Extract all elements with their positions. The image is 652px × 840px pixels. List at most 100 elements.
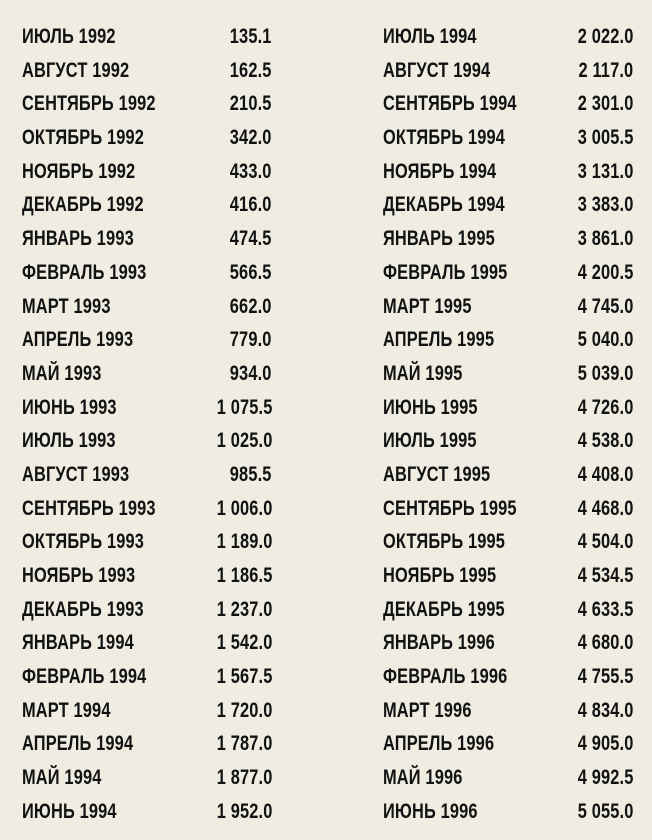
month-label: ИЮНЬ 1994	[22, 799, 117, 823]
rate-value: 1 720.0	[216, 698, 272, 722]
table-row: НОЯБРЬ 1993 1 186.5	[22, 559, 272, 593]
rate-value: 2 301.0	[577, 92, 633, 116]
month-label: СЕНТЯБРЬ 1994	[383, 92, 517, 116]
rate-value: 4 633.5	[577, 597, 633, 621]
rate-value: 4 408.0	[577, 462, 633, 486]
rate-value: 5 040.0	[577, 328, 633, 352]
rate-value: 1 025.0	[216, 429, 272, 453]
month-label: ЯНВАРЬ 1995	[383, 227, 495, 251]
month-label: ИЮЛЬ 1994	[383, 25, 477, 48]
rate-value: 4 468.0	[577, 496, 633, 520]
rate-value: 4 905.0	[577, 732, 633, 756]
month-label: МАЙ 1993	[22, 361, 102, 385]
rate-value: 3 005.5	[577, 126, 633, 150]
month-label: ОКТЯБРЬ 1992	[22, 126, 145, 150]
table-row: ФЕВРАЛЬ 1995 4 200.5	[383, 256, 633, 290]
table-row: АВГУСТ 1992 162.5	[22, 54, 272, 88]
rate-value: 4 755.5	[577, 665, 633, 689]
table-row: МАЙ 1995 5 039.0	[383, 357, 633, 391]
month-label: НОЯБРЬ 1993	[22, 564, 136, 587]
rate-value: 4 680.0	[577, 631, 633, 655]
rate-value: 162.5	[230, 58, 272, 82]
table-row: МАРТ 1995 4 745.0	[383, 290, 633, 324]
month-label: ФЕВРАЛЬ 1996	[383, 665, 508, 689]
rate-value: 3 131.0	[577, 159, 633, 183]
rate-value: 4 745.0	[577, 294, 633, 318]
month-label: АПРЕЛЬ 1994	[22, 732, 134, 756]
table-row: ДЕКАБРЬ 1992 416.0	[22, 188, 272, 222]
month-label: МАРТ 1996	[383, 698, 472, 722]
rate-value: 3 383.0	[577, 193, 633, 217]
month-label: МАРТ 1995	[383, 294, 472, 318]
table-row: СЕНТЯБРЬ 1994 2 301.0	[383, 87, 633, 121]
month-label: ИЮЛЬ 1992	[22, 25, 116, 48]
table-row: МАРТ 1994 1 720.0	[22, 694, 272, 728]
month-label: МАРТ 1993	[22, 294, 111, 318]
month-label: АПРЕЛЬ 1993	[22, 328, 134, 352]
rate-value: 1 237.0	[216, 597, 272, 621]
month-label: НОЯБРЬ 1992	[22, 159, 136, 183]
table-row: ИЮНЬ 1994 1 952.0	[22, 795, 272, 829]
month-label: ЯНВАРЬ 1996	[383, 631, 495, 655]
table-row: ИЮЛЬ 1993 1 025.0	[22, 424, 272, 458]
month-label: АПРЕЛЬ 1996	[383, 732, 495, 756]
table-row: ИЮЛЬ 1994 2 022.0	[383, 20, 633, 54]
rate-value: 1 567.5	[216, 665, 272, 689]
rate-value: 662.0	[230, 294, 272, 318]
rate-value: 474.5	[230, 227, 272, 251]
rate-value: 1 075.5	[216, 395, 272, 419]
table-row: ФЕВРАЛЬ 1996 4 755.5	[383, 660, 633, 694]
table-row: ОКТЯБРЬ 1993 1 189.0	[22, 525, 272, 559]
rate-value: 135.1	[230, 25, 272, 48]
rate-value: 934.0	[230, 361, 272, 385]
table-row: ИЮНЬ 1993 1 075.5	[22, 391, 272, 425]
month-label: МАРТ 1994	[22, 698, 111, 722]
month-label: СЕНТЯБРЬ 1993	[22, 496, 156, 520]
table-row: СЕНТЯБРЬ 1992 210.5	[22, 87, 272, 121]
table-row: ОКТЯБРЬ 1994 3 005.5	[383, 121, 633, 155]
table-row: АПРЕЛЬ 1994 1 787.0	[22, 727, 272, 761]
table-row: СЕНТЯБРЬ 1993 1 006.0	[22, 492, 272, 526]
table-row: ИЮНЬ 1995 4 726.0	[383, 391, 633, 425]
rate-value: 4 534.5	[577, 564, 633, 587]
rate-value: 779.0	[230, 328, 272, 352]
table-row: АВГУСТ 1995 4 408.0	[383, 458, 633, 492]
rate-value: 433.0	[230, 159, 272, 183]
month-label: МАЙ 1995	[383, 361, 463, 385]
month-label: ФЕВРАЛЬ 1994	[22, 665, 147, 689]
rate-value: 4 538.0	[577, 429, 633, 453]
table-row: ДЕКАБРЬ 1995 4 633.5	[383, 593, 633, 627]
table-row: МАЙ 1994 1 877.0	[22, 761, 272, 795]
table-row: ЯНВАРЬ 1993 474.5	[22, 222, 272, 256]
table-row: ДЕКАБРЬ 1994 3 383.0	[383, 188, 633, 222]
rate-value: 1 542.0	[216, 631, 272, 655]
table-row: ОКТЯБРЬ 1995 4 504.0	[383, 525, 633, 559]
table-row: ЯНВАРЬ 1996 4 680.0	[383, 626, 633, 660]
rate-value: 4 992.5	[577, 766, 633, 790]
month-label: СЕНТЯБРЬ 1992	[22, 92, 156, 116]
rate-value: 1 952.0	[216, 799, 272, 823]
month-label: НОЯБРЬ 1995	[383, 564, 497, 587]
rate-value: 985.5	[230, 462, 272, 486]
month-label: ДЕКАБРЬ 1993	[22, 597, 144, 621]
month-label: ФЕВРАЛЬ 1995	[383, 260, 508, 284]
month-label: ЯНВАРЬ 1994	[22, 631, 134, 655]
month-label: ИЮЛЬ 1993	[22, 429, 116, 453]
rate-value: 1 186.5	[216, 564, 272, 587]
month-label: ОКТЯБРЬ 1993	[22, 530, 145, 554]
rate-value: 3 861.0	[577, 227, 633, 251]
table-row: МАЙ 1993 934.0	[22, 357, 272, 391]
table-row: ЯНВАРЬ 1994 1 542.0	[22, 626, 272, 660]
month-label: ДЕКАБРЬ 1995	[383, 597, 505, 621]
table-row: НОЯБРЬ 1992 433.0	[22, 155, 272, 189]
month-label: АПРЕЛЬ 1995	[383, 328, 495, 352]
rate-value: 1 189.0	[216, 530, 272, 554]
month-label: ИЮНЬ 1996	[383, 799, 478, 823]
month-label: ИЮНЬ 1995	[383, 395, 478, 419]
rate-value: 4 200.5	[577, 260, 633, 284]
rate-value: 4 504.0	[577, 530, 633, 554]
table-row: ЯНВАРЬ 1995 3 861.0	[383, 222, 633, 256]
month-label: МАЙ 1994	[22, 766, 102, 790]
month-label: СЕНТЯБРЬ 1995	[383, 496, 517, 520]
table-row: МАЙ 1996 4 992.5	[383, 761, 633, 795]
